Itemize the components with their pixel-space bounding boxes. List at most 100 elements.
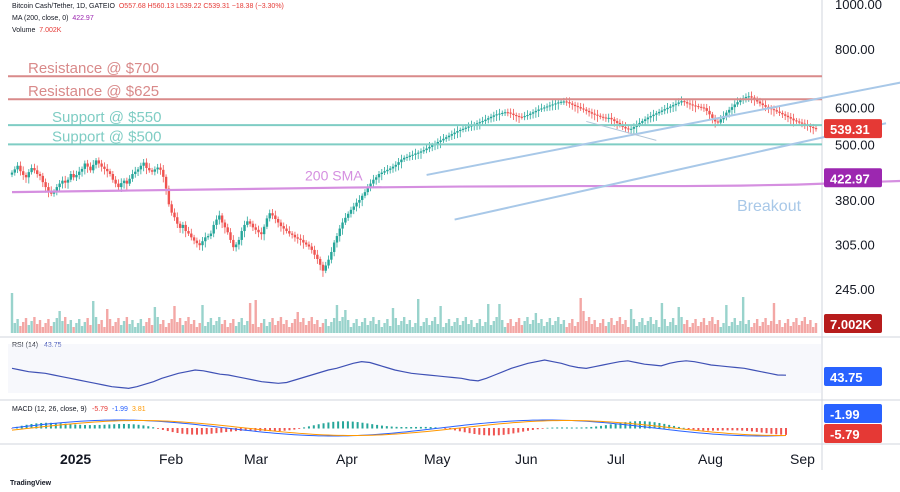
x-axis-label: Aug (698, 451, 723, 467)
candle-body (781, 112, 784, 115)
candle-body (251, 223, 255, 228)
candle-body (475, 123, 479, 125)
candle-body (671, 105, 675, 107)
candle-body (727, 109, 731, 113)
volume-bar (30, 321, 33, 333)
macd-histogram-bar (45, 422, 48, 429)
volume-bar (632, 319, 636, 333)
candle-body (257, 229, 260, 233)
volume-bar (464, 317, 468, 333)
candle-body (332, 242, 336, 252)
candle-body (691, 104, 694, 106)
candle-body (162, 169, 165, 177)
macd-histogram-bar (512, 428, 515, 434)
volume-bar (599, 323, 602, 333)
volume-bar (304, 325, 308, 333)
macd-histogram-bar (600, 425, 603, 429)
volume-bar (201, 305, 204, 333)
channel-pointer-arrow (586, 120, 657, 141)
volume-bar (27, 325, 31, 333)
volume-bar (657, 327, 661, 333)
x-axis-label: Sep (790, 451, 815, 467)
macd-histogram-bar (327, 422, 330, 429)
volume-bar (671, 318, 675, 333)
macd-histogram-bar (755, 428, 758, 432)
candle-body (615, 121, 619, 123)
volume-bar (571, 319, 574, 333)
candle-body (220, 215, 224, 223)
candle-body (425, 148, 428, 151)
volume-bar (487, 304, 490, 333)
volume-bar (58, 311, 61, 333)
volume-bar (61, 321, 64, 333)
candle-body (97, 160, 101, 164)
volume-bar (355, 319, 358, 333)
macd-histogram-bar (726, 428, 729, 431)
candle-body (811, 126, 815, 129)
volume-bar (103, 327, 106, 333)
macd-histogram-bar (463, 428, 466, 433)
candle-body (282, 226, 285, 229)
candle-body (349, 209, 353, 214)
candle-body (772, 109, 776, 111)
volume-bar (232, 319, 235, 333)
candle-body (624, 126, 627, 129)
volume-bar (83, 322, 87, 333)
sma-200-label: 200 SMA (305, 168, 363, 184)
candle-body (338, 228, 341, 237)
candle-body (436, 141, 440, 144)
volume-bar (722, 323, 725, 333)
volume-value: 7.002K (39, 27, 62, 34)
candle-body (142, 162, 145, 166)
candle-body (164, 176, 168, 189)
volume-bar (545, 322, 549, 333)
candle-body (663, 109, 666, 111)
macd-histogram-bar (186, 428, 189, 435)
candle-body (694, 105, 697, 107)
candle-body (627, 128, 630, 130)
candle-body (576, 106, 580, 108)
volume-bar (358, 326, 361, 333)
candle-body (327, 259, 330, 266)
volume-bar (814, 323, 818, 333)
x-axis-label: 2025 (60, 451, 91, 467)
candle-body (744, 96, 748, 99)
x-axis-label: Jul (607, 451, 625, 467)
candle-body (134, 171, 137, 175)
volume-bar (635, 326, 638, 333)
macd-histogram-bar (785, 428, 787, 435)
candle-body (559, 101, 563, 103)
y-tick-label: 305.00 (835, 238, 875, 253)
macd-signal-badge: -5.79 (830, 427, 860, 442)
candle-body (285, 228, 288, 232)
volume-bar (178, 318, 182, 333)
volume-bar (164, 327, 168, 333)
candle-body (565, 101, 568, 103)
volume-bar (725, 305, 728, 333)
macd-histogram-bar (361, 422, 364, 429)
macd-histogram-bar (98, 424, 101, 429)
candle-body (764, 105, 767, 107)
volume-bar (537, 323, 540, 333)
candle-body (526, 115, 529, 117)
volume-bar (613, 325, 616, 333)
candle-body (293, 234, 297, 238)
volume-bar (240, 318, 243, 333)
volume-bar (473, 327, 476, 333)
volume-bar (145, 322, 148, 333)
macd-histogram-bar (429, 427, 432, 429)
volume-bar (512, 326, 515, 333)
volume-bar (195, 327, 199, 333)
macd-histogram-bar (434, 427, 437, 429)
volume-bar (470, 320, 473, 333)
candle-body (383, 171, 386, 173)
volume-bar (335, 305, 339, 333)
volume-bar (386, 319, 389, 333)
macd-histogram-bar (604, 425, 607, 429)
macd-histogram-bar (522, 428, 525, 432)
volume-bar (601, 319, 605, 333)
volume-bar (627, 327, 630, 333)
macd-histogram-bar (380, 425, 383, 429)
volume-bar (212, 325, 215, 333)
